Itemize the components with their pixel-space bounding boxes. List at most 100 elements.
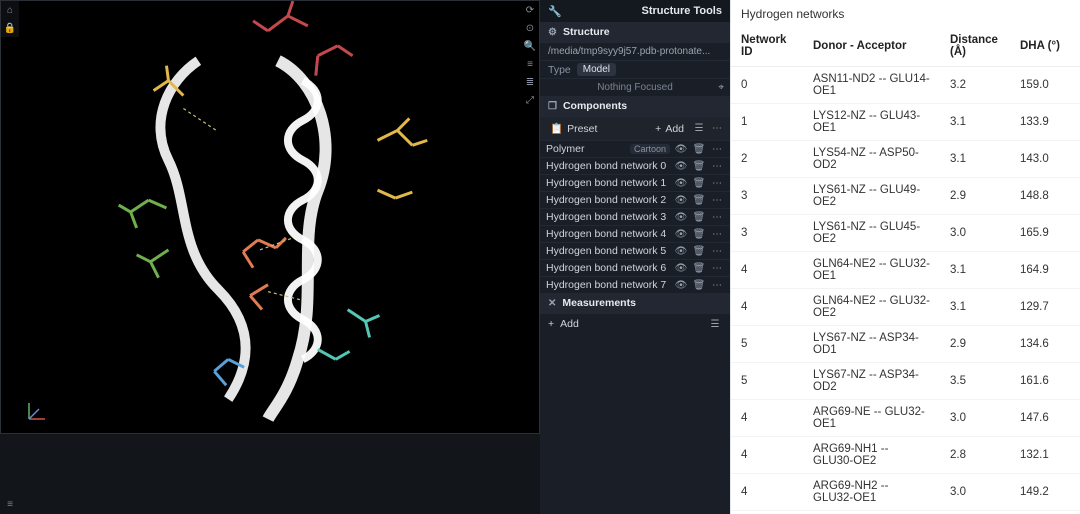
component-item[interactable]: Hydrogen bond network 1👁🗑⋯ (540, 174, 730, 191)
section-components-header[interactable]: ❐ Components (540, 96, 730, 116)
cell-donor-acceptor: LYS67-NZ -- ASP34-OD1 (803, 326, 940, 363)
table-row[interactable]: 4ARG71-NE -- GLU30-OE12.9147.3 (731, 511, 1080, 514)
cell-donor-acceptor: LYS61-NZ -- GLU45-OE2 (803, 215, 940, 252)
component-label: Hydrogen bond network 6 (546, 262, 670, 274)
cell-dha: 165.9 (1010, 215, 1080, 252)
settings-icon[interactable]: ≡ (521, 55, 539, 73)
cell-distance: 3.2 (940, 67, 1010, 104)
cell-dha: 133.9 (1010, 104, 1080, 141)
table-row[interactable]: 0ASN11-ND2 -- GLU14-OE13.2159.0 (731, 67, 1080, 104)
zoom-icon[interactable]: 🔍 (521, 37, 539, 55)
visibility-toggle-icon[interactable]: 👁 (674, 161, 688, 172)
table-row[interactable]: 4GLN64-NE2 -- GLU32-OE13.1164.9 (731, 252, 1080, 289)
delete-icon[interactable]: 🗑 (692, 161, 706, 172)
more-icon[interactable]: ⋯ (710, 144, 724, 155)
delete-icon[interactable]: 🗑 (692, 195, 706, 206)
component-item[interactable]: Hydrogen bond network 4👁🗑⋯ (540, 225, 730, 242)
component-item[interactable]: Hydrogen bond network 7👁🗑⋯ (540, 276, 730, 293)
delete-icon[interactable]: 🗑 (692, 229, 706, 240)
component-item[interactable]: Hydrogen bond network 2👁🗑⋯ (540, 191, 730, 208)
visibility-toggle-icon[interactable]: 👁 (674, 144, 688, 155)
preset-button[interactable]: 📋 Preset (546, 120, 601, 137)
viewer-column: ⌂🔒 ⟳⊙🔍≡≣⤢ (0, 0, 540, 514)
molecule-viewer[interactable]: ⌂🔒 ⟳⊙🔍≡≣⤢ (0, 0, 540, 434)
component-label: Hydrogen bond network 5 (546, 245, 670, 257)
delete-icon[interactable]: 🗑 (692, 246, 706, 257)
table-row[interactable]: 3LYS61-NZ -- GLU49-OE22.9148.8 (731, 178, 1080, 215)
more-icon[interactable]: ⋯ (710, 122, 724, 136)
more-icon[interactable]: ⋯ (710, 280, 724, 291)
visibility-toggle-icon[interactable]: 👁 (674, 280, 688, 291)
add-component-button[interactable]: + Add (651, 121, 688, 137)
viewer-toolbar-right: ⟳⊙🔍≡≣⤢ (521, 1, 539, 109)
focus-row[interactable]: Nothing Focused ⌖ (540, 78, 730, 96)
section-measurements-header[interactable]: ✕ Measurements (540, 293, 730, 313)
visibility-toggle-icon[interactable]: 👁 (674, 246, 688, 257)
visibility-toggle-icon[interactable]: 👁 (674, 229, 688, 240)
table-row[interactable]: 4ARG69-NH2 -- GLU32-OE13.0149.2 (731, 474, 1080, 511)
component-item[interactable]: Hydrogen bond network 0 👁 🗑 ⋯ (540, 157, 730, 174)
structure-file-row[interactable]: /media/tmp9syy9j57.pdb-protonate... (540, 42, 730, 60)
delete-icon[interactable]: 🗑 (692, 263, 706, 274)
viewer-canvas[interactable] (19, 1, 521, 433)
cell-donor-acceptor: ARG71-NE -- GLU30-OE1 (803, 511, 940, 514)
cell-donor-acceptor: GLN64-NE2 -- GLU32-OE2 (803, 289, 940, 326)
table-row[interactable]: 1LYS12-NZ -- GLU43-OE13.1133.9 (731, 104, 1080, 141)
delete-icon[interactable]: 🗑 (692, 212, 706, 223)
target-icon[interactable]: ⌖ (718, 82, 724, 93)
more-icon[interactable]: ⋯ (710, 246, 724, 257)
visibility-toggle-icon[interactable]: 👁 (674, 178, 688, 189)
refresh-icon[interactable]: ⟳ (521, 1, 539, 19)
cell-network-id: 3 (731, 178, 803, 215)
sliders-icon[interactable]: ☰ (692, 122, 706, 136)
table-row[interactable]: 4GLN64-NE2 -- GLU32-OE23.1129.7 (731, 289, 1080, 326)
table-row[interactable]: 4ARG69-NH1 -- GLU30-OE22.8132.1 (731, 437, 1080, 474)
screenshot-icon[interactable]: ⊙ (521, 19, 539, 37)
sequence-toggle-icon[interactable]: ≡ (2, 496, 18, 512)
home-icon[interactable]: ⌂ (1, 1, 19, 19)
col-distance[interactable]: Distance (Å) (940, 28, 1010, 67)
cell-dha: 132.1 (1010, 437, 1080, 474)
cell-network-id: 4 (731, 252, 803, 289)
cell-network-id: 4 (731, 437, 803, 474)
more-icon[interactable]: ⋯ (710, 229, 724, 240)
expand-icon[interactable]: ⤢ (521, 91, 539, 109)
cell-network-id: 5 (731, 363, 803, 400)
component-item[interactable]: PolymerCartoon👁🗑⋯ (540, 140, 730, 157)
table-row[interactable]: 4ARG69-NE -- GLU32-OE13.0147.6 (731, 400, 1080, 437)
more-icon[interactable]: ⋯ (710, 178, 724, 189)
structure-file-path: /media/tmp9syy9j57.pdb-protonate... (548, 46, 722, 57)
component-item[interactable]: Hydrogen bond network 5 👁 🗑 ⋯ (540, 242, 730, 259)
measurements-add-row[interactable]: + Add ☰ (540, 313, 730, 334)
cube-icon: ❐ (548, 101, 557, 112)
panel-titlebar: 🔧 Structure Tools (540, 0, 730, 22)
delete-icon[interactable]: 🗑 (692, 280, 706, 291)
component-item[interactable]: Hydrogen bond network 3👁🗑⋯ (540, 208, 730, 225)
more-icon[interactable]: ⋯ (710, 161, 724, 172)
visibility-toggle-icon[interactable]: 👁 (674, 212, 688, 223)
col-dha[interactable]: DHA (°) (1010, 28, 1080, 67)
table-row[interactable]: 3LYS61-NZ -- GLU45-OE23.0165.9 (731, 215, 1080, 252)
more-icon[interactable]: ⋯ (710, 212, 724, 223)
more-icon[interactable]: ⋯ (710, 195, 724, 206)
table-row[interactable]: 2LYS54-NZ -- ASP50-OD23.1143.0 (731, 141, 1080, 178)
col-donor-acceptor[interactable]: Donor - Acceptor (803, 28, 940, 67)
sliders-icon[interactable]: ☰ (708, 317, 722, 331)
section-structure-header[interactable]: ⚙ Structure (540, 22, 730, 42)
more-icon[interactable]: ⋯ (710, 263, 724, 274)
table-scroll[interactable]: Network ID Donor - Acceptor Distance (Å)… (731, 28, 1080, 514)
visibility-toggle-icon[interactable]: 👁 (674, 263, 688, 274)
component-label: Hydrogen bond network 0 (546, 160, 670, 172)
component-item[interactable]: Hydrogen bond network 6 👁 🗑 ⋯ (540, 259, 730, 276)
table-row[interactable]: 5LYS67-NZ -- ASP34-OD12.9134.6 (731, 326, 1080, 363)
type-value-pill[interactable]: Model (577, 63, 616, 76)
cell-network-id: 4 (731, 511, 803, 514)
delete-icon[interactable]: 🗑 (692, 144, 706, 155)
layers-icon[interactable]: ≣ (521, 73, 539, 91)
lock-icon[interactable]: 🔒 (1, 19, 19, 37)
cell-dha: 143.0 (1010, 141, 1080, 178)
visibility-toggle-icon[interactable]: 👁 (674, 195, 688, 206)
delete-icon[interactable]: 🗑 (692, 178, 706, 189)
table-row[interactable]: 5LYS67-NZ -- ASP34-OD23.5161.6 (731, 363, 1080, 400)
col-network-id[interactable]: Network ID (731, 28, 803, 67)
